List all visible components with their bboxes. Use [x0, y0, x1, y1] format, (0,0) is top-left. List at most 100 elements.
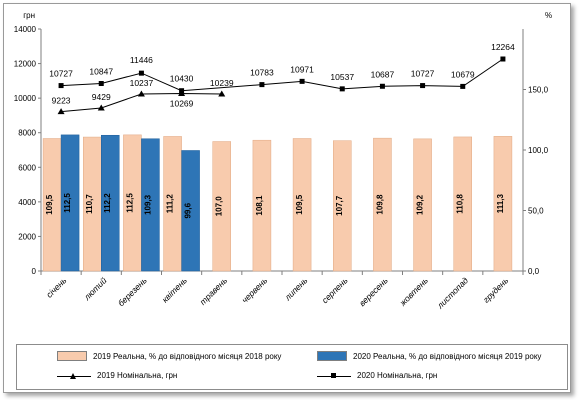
bar-2019-real-label: 110,8 [456, 194, 465, 214]
left-tick-label: 6000 [18, 163, 36, 172]
bar-2019-real [292, 138, 312, 272]
point-2020-nominal [339, 86, 345, 92]
point-2020-nominal [500, 56, 506, 62]
bar-2019-real [493, 136, 513, 272]
left-tick-label: 14000 [14, 25, 37, 34]
point-2020-nominal [379, 83, 385, 89]
legend-label-2019-real: 2019 Реальна, % до відповідного місяця 2… [93, 351, 282, 361]
label-2019-nominal: 9429 [92, 92, 111, 102]
legend-item-2020-nominal: 2020 Номінальна, грн [317, 371, 437, 380]
left-tick-label: 8000 [18, 129, 36, 138]
legend-label-2020-nominal: 2020 Номінальна, грн [357, 371, 438, 380]
combo-chart: 0 2000 4000 6000 8000 10000 12000 14000 грн 0,0 50… [14, 11, 552, 311]
bar-2019-real-label: 109,2 [416, 194, 425, 215]
bar-2019-real-label: 107,7 [335, 195, 344, 216]
right-tick-label: 50,0 [528, 207, 544, 216]
point-2020-nominal [58, 83, 64, 89]
bar-2019-real [453, 136, 472, 272]
right-axis-unit: % [545, 11, 552, 20]
left-tick-label: 2000 [18, 232, 36, 241]
legend-label-2020-real: 2020 Реальна, % до відповідного місяця 2… [353, 351, 542, 361]
x-category-label: серпень [320, 275, 350, 305]
point-2019-nominal [137, 90, 145, 97]
point-2019-nominal [218, 90, 226, 97]
legend-item-2019-real: 2019 Реальна, % до відповідного місяця 2… [57, 351, 281, 361]
point-2020-nominal [299, 78, 305, 84]
bar-2019-real-label: 109,5 [45, 194, 54, 215]
chart-frame: 0 2000 4000 6000 8000 10000 12000 14000 грн 0,0 50… [3, 3, 571, 393]
bar-2019-real [413, 138, 432, 272]
x-category-label: квітень [160, 275, 189, 304]
bar-2020-real [60, 134, 80, 272]
right-tick-label: 100,0 [528, 146, 549, 155]
bar-2019-real-label: 112,5 [125, 193, 134, 213]
chart-legend: 2019 Реальна, % до відповідного місяця 2… [16, 344, 568, 390]
x-category-label: червень [240, 275, 270, 305]
x-category-label: березень [116, 275, 149, 308]
bar-2020-real [181, 150, 200, 272]
point-2020-nominal [138, 70, 144, 76]
label-2019-nominal: 10237 [130, 78, 154, 88]
point-2020-nominal [460, 83, 466, 89]
right-tick-label: 150,0 [528, 86, 549, 95]
x-category-label: травень [198, 275, 230, 307]
x-category-label: лютий [81, 275, 109, 303]
label-2020-nominal: 10847 [89, 67, 113, 77]
bar-2019-real-label: 110,7 [85, 194, 94, 214]
x-category-label: листопад [434, 275, 470, 311]
label-2020-nominal: 12264 [491, 42, 515, 52]
bar-2019-real [373, 137, 392, 272]
label-2019-nominal: 10239 [210, 78, 234, 88]
bar-2019-real [252, 139, 272, 272]
bar-2019-real-label: 111,2 [166, 194, 175, 214]
bar-2019-real [212, 141, 231, 272]
label-2019-nominal: 10269 [170, 98, 194, 108]
x-category-label: грудень [481, 275, 510, 304]
left-tick-label: 4000 [18, 198, 36, 207]
label-2020-nominal: 10679 [451, 69, 475, 79]
bar-2019-real-label: 111,3 [496, 194, 505, 214]
label-2020-nominal: 10971 [290, 64, 314, 74]
left-tick-label: 0 [32, 267, 37, 276]
bar-2020-real-label: 109,3 [143, 194, 152, 215]
legend-swatch-2019-real [57, 351, 87, 361]
legend-label-2019-nominal: 2019 Номінальна, грн [97, 371, 178, 380]
x-category-label: липень [282, 275, 310, 303]
point-2020-nominal [420, 83, 426, 89]
point-2019-nominal [97, 104, 105, 111]
bar-2020-real [141, 138, 160, 272]
legend-swatch-2020-nominal [317, 372, 351, 380]
bar-2019-real [333, 140, 352, 272]
bar-2020-real-label: 99,6 [184, 202, 193, 218]
label-2020-nominal: 10783 [250, 68, 274, 78]
label-2020-nominal: 10537 [330, 72, 354, 82]
x-category-label: вересень [357, 275, 390, 308]
legend-item-2019-nominal: 2019 Номінальна, грн [57, 371, 177, 380]
x-category-label: січень [44, 275, 68, 299]
point-2020-nominal [98, 81, 104, 87]
label-2019-nominal: 9223 [52, 96, 71, 106]
legend-item-2020-real: 2020 Реальна, % до відповідного місяця 2… [317, 351, 541, 361]
left-tick-label: 10000 [14, 94, 37, 103]
line-2020-nominal [61, 58, 504, 92]
right-tick-label: 0,0 [528, 267, 540, 276]
bar-2020-real-label: 112,5 [63, 193, 72, 213]
bar-2020-real [101, 134, 120, 272]
legend-swatch-2020-real [317, 351, 347, 361]
left-axis-unit: грн [23, 11, 35, 20]
label-2020-nominal: 10687 [371, 69, 395, 79]
label-2020-nominal: 10727 [411, 69, 435, 79]
bar-2019-real-label: 107,0 [215, 196, 224, 217]
bar-2019-real-label: 108,1 [255, 195, 264, 216]
legend-swatch-2019-nominal [57, 372, 91, 380]
bar-2019-real-label: 109,8 [375, 194, 384, 215]
point-2019-nominal [57, 108, 65, 115]
label-2020-nominal: 10430 [170, 74, 194, 84]
left-tick-label: 12000 [14, 60, 37, 69]
x-category-label: жовтень [397, 275, 430, 308]
bar-2019-real-label: 109,5 [295, 194, 304, 215]
bar-2020-real-label: 112,2 [103, 193, 112, 213]
point-2020-nominal [259, 82, 265, 88]
label-2020-nominal: 11446 [130, 55, 153, 65]
label-2020-nominal: 10727 [49, 69, 73, 79]
